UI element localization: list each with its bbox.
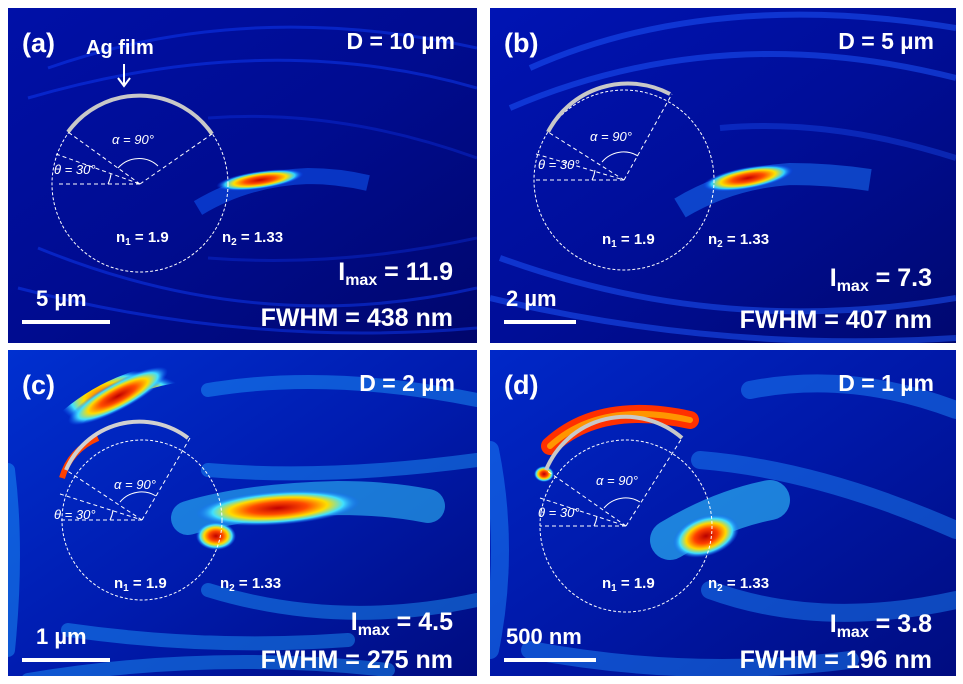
panel-d-scale-label: 500 nm xyxy=(506,624,582,649)
panel-b: (b) D = 5 µm α = 90° θ = 30° n1 = 1.9 n2… xyxy=(490,8,956,343)
panel-c-d-label: D = 2 µm xyxy=(359,370,455,396)
panel-d-tag: (d) xyxy=(504,370,539,400)
panel-c-fwhm: FWHM = 275 nm xyxy=(260,646,453,674)
panel-d-n2: n2 = 1.33 xyxy=(708,575,770,594)
panel-c-scale-bar xyxy=(22,658,110,662)
panel-b-tag: (b) xyxy=(504,28,539,58)
panel-a-fwhm: FWHM = 438 nm xyxy=(260,304,453,332)
field-map-a xyxy=(8,8,477,343)
panel-c: (c) D = 2 µm α = 90° θ = 30° n1 = 1.9 n2… xyxy=(8,350,477,676)
panel-a-d-label: D = 10 µm xyxy=(346,28,456,54)
panel-d-scale-bar xyxy=(504,658,596,662)
panel-a-n1: n1 = 1.9 xyxy=(116,229,169,248)
panel-a-tag: (a) xyxy=(22,28,55,58)
panel-b-n1: n1 = 1.9 xyxy=(602,231,655,250)
panel-b-theta: θ = 30° xyxy=(538,157,580,172)
panel-d-theta: θ = 30° xyxy=(538,505,580,520)
panel-b-alpha: α = 90° xyxy=(590,129,632,144)
panel-d-n1: n1 = 1.9 xyxy=(602,575,655,594)
panel-a-scale-bar xyxy=(22,320,110,324)
field-map-d xyxy=(490,350,956,676)
panel-a-n2: n2 = 1.33 xyxy=(222,229,284,248)
ag-film-label: Ag film xyxy=(86,37,154,59)
panel-d-alpha: α = 90° xyxy=(596,473,638,488)
panel-b-imax: Imax = 7.3 xyxy=(829,264,932,295)
panel-c-imax: Imax = 4.5 xyxy=(350,608,453,639)
panel-d-fwhm: FWHM = 196 nm xyxy=(739,646,932,674)
panel-c-alpha: α = 90° xyxy=(114,477,156,492)
panel-d: (d) D = 1 µm α = 90° θ = 30° n1 = 1.9 n2… xyxy=(490,350,956,676)
panel-a-imax: Imax = 11.9 xyxy=(338,258,453,289)
panel-a-alpha: α = 90° xyxy=(112,132,154,147)
panel-d-d-label: D = 1 µm xyxy=(838,370,934,396)
field-map-b xyxy=(490,8,956,343)
panel-b-fwhm: FWHM = 407 nm xyxy=(739,306,932,334)
panel-b-scale-label: 2 µm xyxy=(506,286,557,311)
panel-b-d-label: D = 5 µm xyxy=(838,28,934,54)
panel-a-theta: θ = 30° xyxy=(54,162,96,177)
panel-b-n2: n2 = 1.33 xyxy=(708,231,770,250)
panel-b-scale-bar xyxy=(504,320,576,324)
panel-a-scale-label: 5 µm xyxy=(36,286,87,311)
panel-c-theta: θ = 30° xyxy=(54,507,96,522)
panel-a: (a) Ag film D = 10 µm α = 90° θ = 30° n1… xyxy=(8,8,477,343)
panel-c-n1: n1 = 1.9 xyxy=(114,575,167,594)
panel-c-tag: (c) xyxy=(22,370,55,400)
field-map-c xyxy=(8,350,477,676)
panel-c-n2: n2 = 1.33 xyxy=(220,575,282,594)
panel-d-imax: Imax = 3.8 xyxy=(829,610,932,641)
panel-c-scale-label: 1 µm xyxy=(36,624,87,649)
